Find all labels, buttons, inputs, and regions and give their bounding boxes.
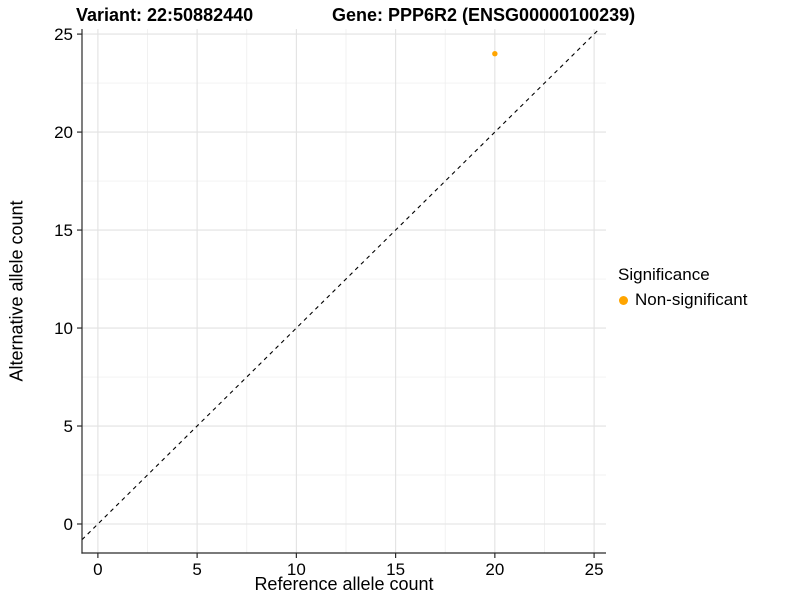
x-axis-title: Reference allele count bbox=[254, 574, 434, 594]
x-tick-label: 15 bbox=[386, 560, 405, 579]
legend-marker-dot bbox=[619, 295, 628, 305]
x-tick-label: 0 bbox=[93, 560, 102, 579]
legend-title: Significance bbox=[618, 265, 710, 284]
y-tick-label: 5 bbox=[64, 417, 73, 436]
y-axis-title: Alternative allele count bbox=[6, 200, 27, 382]
data-point bbox=[492, 50, 498, 57]
y-tick-label: 0 bbox=[64, 515, 73, 534]
y-tick-label: 15 bbox=[54, 221, 73, 240]
variant-title: Variant: 22:50882440 bbox=[76, 5, 254, 25]
y-tick-label: 25 bbox=[54, 25, 73, 44]
legend-item-non-significant: Non-significant bbox=[618, 290, 747, 310]
legend: Significance Non-significant bbox=[618, 265, 747, 310]
x-tick-label: 20 bbox=[485, 560, 504, 579]
x-tick-label: 5 bbox=[192, 560, 201, 579]
y-tick-label: 10 bbox=[54, 319, 73, 338]
x-tick-label: 10 bbox=[287, 560, 306, 579]
gene-title: Gene: PPP6R2 (ENSG00000100239) bbox=[332, 5, 636, 25]
legend-item-label: Non-significant bbox=[635, 290, 748, 309]
x-tick-label: 25 bbox=[585, 560, 604, 579]
identity-line bbox=[81, 28, 600, 541]
y-tick-label: 20 bbox=[54, 123, 73, 142]
